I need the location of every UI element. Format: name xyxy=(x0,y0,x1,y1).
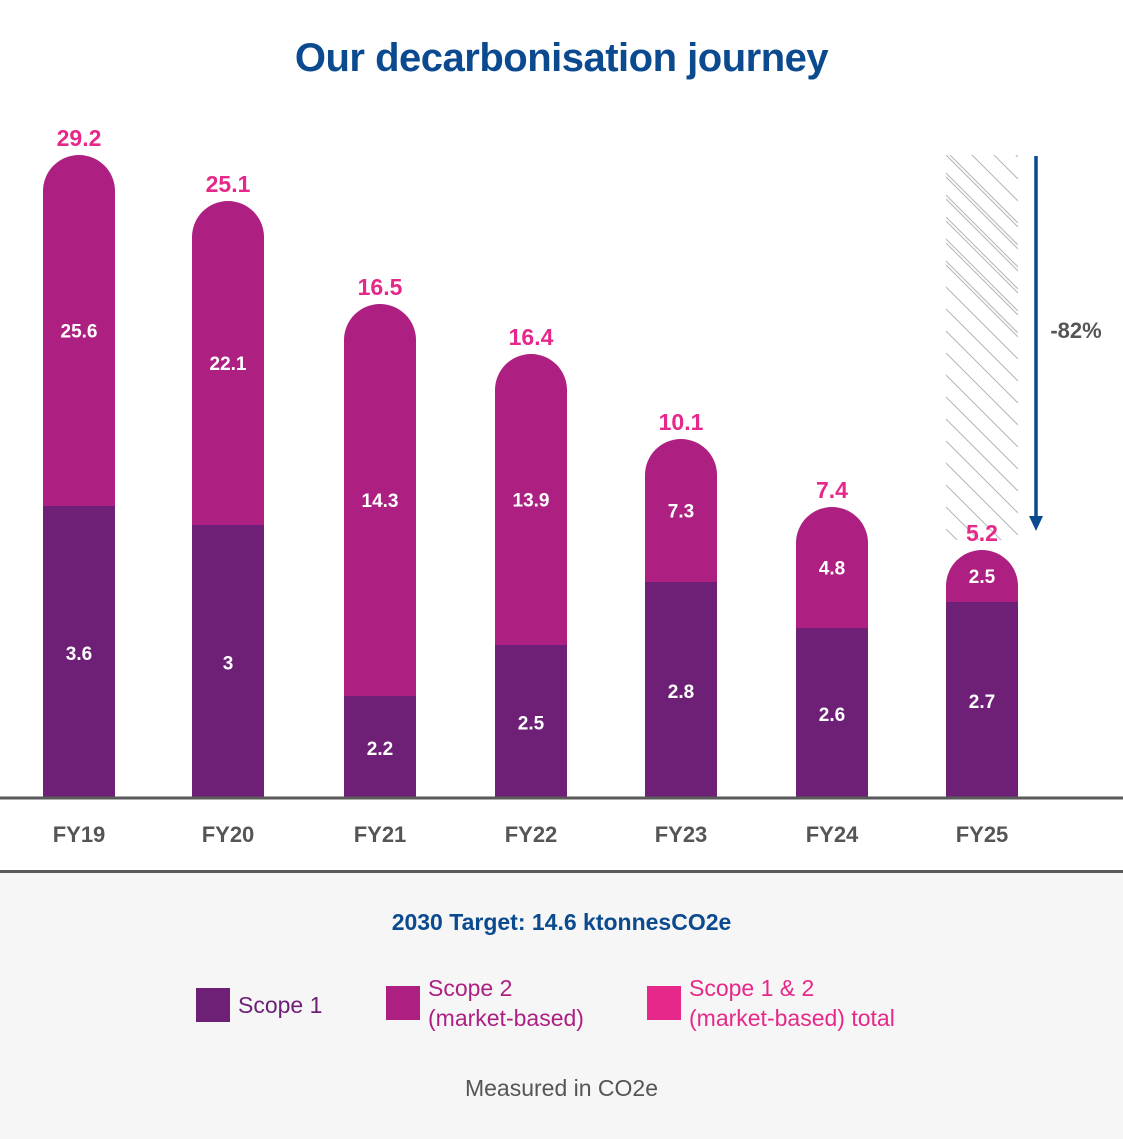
bar-scope2-FY19 xyxy=(43,155,115,506)
bar-scope1-FY23 xyxy=(645,582,717,798)
data-label-scope2: 13.9 xyxy=(513,491,550,512)
bar-scope1-FY20 xyxy=(192,525,264,798)
hatch-line xyxy=(946,352,1018,426)
data-label-scope2: 2.5 xyxy=(969,567,996,588)
hatch-line xyxy=(946,238,1018,312)
data-label-scope1: 3.6 xyxy=(66,644,92,665)
hatch-line xyxy=(946,176,1018,250)
hatch-line xyxy=(946,41,1018,113)
hatch-line xyxy=(946,194,1018,268)
hatch-line xyxy=(946,155,1018,228)
data-label-scope1: 2.8 xyxy=(668,682,694,703)
arrow-head-icon xyxy=(1029,516,1043,531)
legend-swatch-scope1 xyxy=(196,988,230,1022)
data-label-scope1: 2.7 xyxy=(969,692,995,713)
data-label-total: 25.1 xyxy=(206,171,251,197)
data-label-scope2: 25.6 xyxy=(61,322,98,343)
hatch-line xyxy=(946,260,1018,334)
bar-scope2-FY22 xyxy=(495,354,567,645)
chart-title: Our decarbonisation journey xyxy=(294,36,829,80)
hatch-line xyxy=(946,374,1018,448)
hatch-line xyxy=(946,172,1018,246)
x-tick-label: FY24 xyxy=(806,822,859,847)
target-label: 2030 Target: 14.6 ktonnesCO2e xyxy=(391,909,732,935)
data-label-scope1: 2.6 xyxy=(819,705,845,726)
bar-scope2-FY20 xyxy=(192,201,264,525)
legend-swatch-scope2 xyxy=(386,986,420,1020)
hatch-line xyxy=(971,155,1018,202)
data-label-total: 16.5 xyxy=(358,274,403,300)
x-tick-label: FY19 xyxy=(53,822,106,847)
hatch-line xyxy=(1015,155,1018,158)
data-label-scope2: 14.3 xyxy=(362,491,399,512)
x-tick-label: FY20 xyxy=(202,822,255,847)
data-label-scope2: 22.1 xyxy=(210,354,247,375)
hatch-line xyxy=(993,155,1018,180)
hatch-line xyxy=(946,440,1018,514)
x-tick-label: FY21 xyxy=(354,822,407,847)
data-label-total: 7.4 xyxy=(816,477,848,503)
hatch-line xyxy=(946,242,1018,316)
data-label-total: 5.2 xyxy=(966,520,998,546)
data-label-scope1: 3 xyxy=(223,654,234,675)
hatch-line xyxy=(946,462,1018,536)
legend-item-scope2: Scope 2 (market-based) xyxy=(386,973,584,1033)
legend-label: (market-based) total xyxy=(689,1005,895,1031)
hatch-line xyxy=(949,155,1018,224)
unit-note: Measured in CO2e xyxy=(464,1075,659,1101)
legend-label: (market-based) xyxy=(428,1005,584,1031)
hatch-line xyxy=(946,506,980,540)
bar-scope2-FY23 xyxy=(645,439,717,582)
bar-scope2-FY24 xyxy=(796,507,868,628)
hatched-reduction-area xyxy=(946,0,1018,540)
hatch-line xyxy=(946,484,1002,540)
chart-footer: 2030 Target: 14.6 ktonnesCO2e Scope 1 Sc… xyxy=(0,870,1123,1139)
hatch-line xyxy=(946,0,1018,69)
hatch-line xyxy=(946,198,1018,272)
hatch-line xyxy=(946,19,1018,91)
data-label-scope2: 7.3 xyxy=(668,502,694,523)
hatch-line xyxy=(946,330,1018,404)
hatch-line xyxy=(946,308,1018,382)
hatch-line xyxy=(946,286,1018,360)
data-label-total: 29.2 xyxy=(57,125,102,151)
hatch-line xyxy=(946,0,1018,47)
legend-label: Scope 2 xyxy=(428,975,513,1001)
hatch-line xyxy=(946,418,1018,492)
legend-swatch-total xyxy=(647,986,681,1020)
bar-scope1-FY24 xyxy=(796,628,868,798)
bar-scope2-FY25 xyxy=(946,550,1018,602)
hatch-line xyxy=(946,396,1018,470)
bar-scope1-FY25 xyxy=(946,602,1018,798)
bar-scope1-FY19 xyxy=(43,506,115,798)
data-label-total: 16.4 xyxy=(509,324,554,350)
x-tick-label: FY23 xyxy=(655,822,708,847)
bar-scope1-FY21 xyxy=(344,696,416,798)
bar-scope1-FY22 xyxy=(495,645,567,798)
x-tick-label: FY25 xyxy=(956,822,1009,847)
bar-scope2-FY21 xyxy=(344,304,416,696)
legend-label: Scope 1 & 2 xyxy=(689,975,815,1001)
hatch-line xyxy=(946,63,1018,135)
hatch-line xyxy=(946,0,1018,25)
x-tick-label: FY22 xyxy=(505,822,558,847)
hatch-line xyxy=(946,264,1018,338)
legend-label: Scope 1 xyxy=(238,992,323,1018)
hatch-line xyxy=(946,216,1018,290)
reduction-label: -82% xyxy=(1050,318,1101,343)
legend-item-total: Scope 1 & 2 (market-based) total xyxy=(647,973,895,1033)
data-label-scope1: 2.2 xyxy=(367,739,393,760)
data-label-total: 10.1 xyxy=(659,409,704,435)
data-label-scope2: 4.8 xyxy=(819,559,845,580)
hatch-line xyxy=(946,220,1018,294)
data-label-scope1: 2.5 xyxy=(518,714,545,735)
legend-item-scope1: Scope 1 xyxy=(196,988,322,1022)
bar-chart: 25.6 3.6 29.2 FY19 22.1 3 25.1 FY20 14.3 2.2 16.5 F… xyxy=(0,0,1123,847)
hatch-line xyxy=(946,0,1018,3)
